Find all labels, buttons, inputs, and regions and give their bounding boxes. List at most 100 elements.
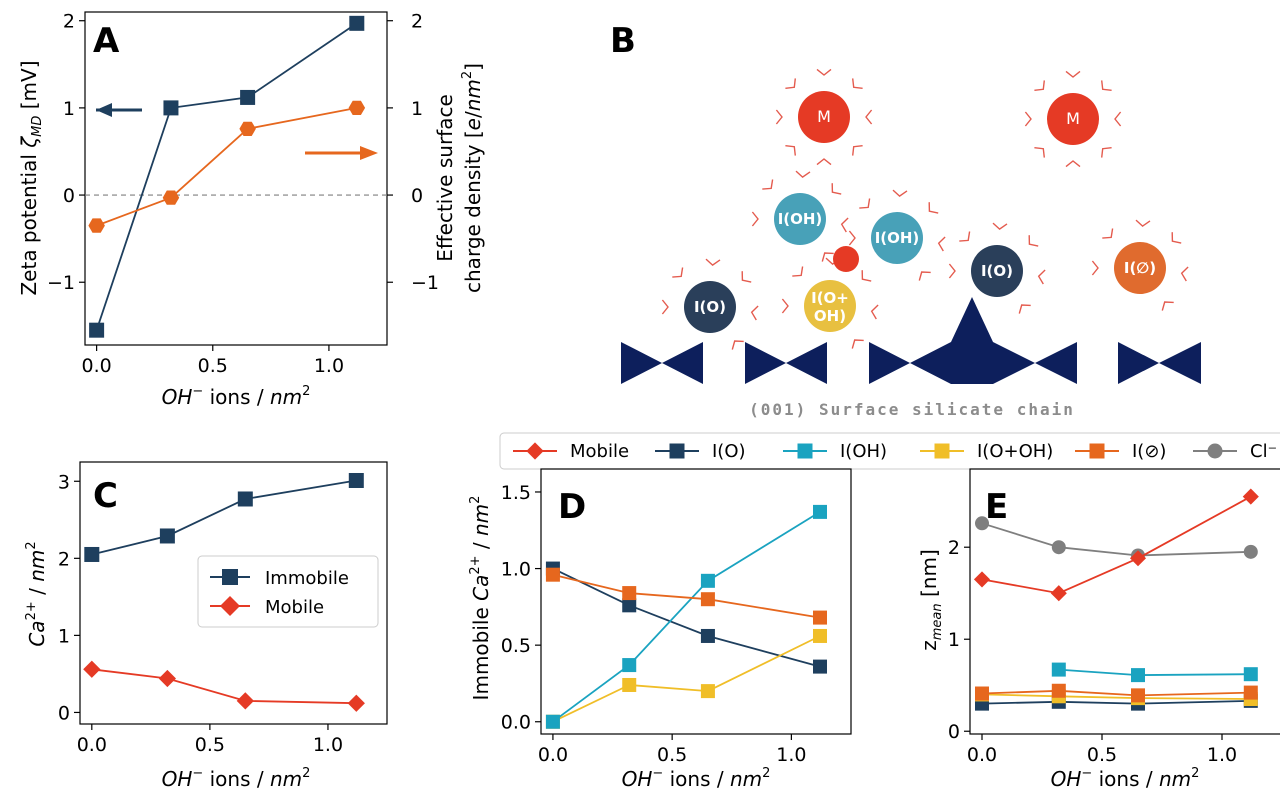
panel-d-series-3-point-1 [622, 586, 637, 601]
panel-a-left-arrow-head [96, 103, 112, 117]
panel-c-mobile-point-0 [83, 660, 101, 678]
panel-a-zeta-point-1 [163, 100, 179, 116]
top-legend-label-3: I(O+OH) [977, 441, 1053, 462]
water-ray-0-4 [775, 109, 783, 125]
panel-c-letter: C [93, 476, 118, 516]
water-ray-6-4 [870, 304, 879, 320]
panel-a-ytick-label-2: 1 [63, 98, 75, 120]
ion-label-7: I(∅) [1124, 259, 1156, 277]
panel-e-series-5-point-0 [975, 516, 989, 531]
panel-b: B (001) Surface silicate chain M M I(OH) I(… [610, 21, 1201, 419]
panel-a-charge-point-2 [239, 121, 256, 136]
panel-c-y-label: Ca2+ / nm2 [24, 541, 49, 646]
water-ray-7-2 [1135, 219, 1151, 227]
panel-e-series-0-point-2 [1129, 550, 1147, 567]
panel-d-series-3-point-3 [813, 610, 827, 625]
panel-e-series-2-point-0 [1051, 662, 1066, 677]
panel-d-series-2-point-3 [813, 628, 827, 643]
top-legend-marker-1 [669, 443, 685, 459]
ion-io-5 [971, 245, 1023, 297]
panel-d-ytick-label-1: 0.5 [501, 635, 531, 657]
panel-c-immobile-point-3 [348, 472, 364, 488]
panel-e-series-5-line [981, 522, 1251, 557]
ion-label-0: M [817, 107, 831, 126]
panel-d-x-ticks: 0.0 0.5 1.0 [538, 734, 806, 766]
panel-e-letter: E [985, 487, 1008, 527]
panel-e-series-2-point-2 [1243, 667, 1258, 682]
water-ray-3-1 [859, 198, 871, 209]
panel-b-ions: M M I(OH) I(OH) I(O) I(O) I(O+OH) I(∅) [684, 91, 1166, 333]
panel-a-xtick-label-2: 1.0 [314, 355, 344, 377]
panel-a-x-ticks: 0.0 0.5 1.0 [82, 345, 344, 377]
water-ray-2-2 [795, 170, 811, 178]
panel-e-series-0-point-1 [1050, 585, 1067, 602]
panel-e-x-ticks: 0.0 0.5 1.0 [967, 734, 1237, 766]
panel-a-y-label-right-1: Effective surface [433, 94, 457, 262]
legend-immobile-label: Immobile [265, 568, 349, 589]
water-ray-7-0 [1091, 260, 1099, 276]
water-ray-2-4 [840, 217, 849, 233]
panel-c-ytick-label-0: 0 [58, 702, 70, 724]
panel-e-series-5-point-3 [1243, 544, 1258, 559]
panel-c-immobile-point-0 [84, 546, 100, 562]
panel-e-series-0-point-0 [973, 571, 991, 588]
panel-a-xtick-label-1: 0.5 [198, 355, 228, 377]
water-ray-5-5 [1018, 304, 1031, 314]
top-legend-label-4: I(⊘) [1132, 441, 1166, 462]
silicate-chain-label: (001) Surface silicate chain [749, 400, 1075, 419]
panel-d-series-1-line [552, 511, 821, 723]
top-legend-label-2: I(OH) [840, 441, 887, 462]
water-ray-5-1 [959, 231, 971, 242]
panel-a-right-ytick-label-2: 1 [411, 98, 423, 120]
panel-a: A 0.0 0.5 1.0 −1 0 1 2 −1 0 1 2 OH− ions / nm2 Z… [17, 11, 485, 409]
panel-e-series-4-line [981, 689, 1251, 697]
panel-e-xtick-label-0: 0.0 [967, 744, 997, 766]
top-legend-label-1: I(O) [712, 441, 746, 462]
panel-a-y-ticks: −1 0 1 2 [47, 11, 85, 294]
water-ray-0-7 [852, 78, 863, 89]
panel-b-water-rays [661, 68, 1189, 350]
panel-e-series-2-point-1 [1131, 668, 1145, 683]
water-ray-1-1 [1101, 147, 1112, 158]
top-legend: Mobile I(O) I(OH) I(O+OH) I(⊘) Cl⁻ [499, 432, 1280, 470]
panel-c-ytick-label-2: 2 [58, 548, 70, 570]
legend-immobile-marker [222, 569, 238, 585]
panel-c-x-ticks: 0.0 0.5 1.0 [77, 724, 343, 756]
panel-a-letter: A [93, 21, 120, 61]
panel-a-right-arrow-head [360, 146, 378, 160]
water-ray-0-1 [852, 145, 863, 156]
water-ray-2-1 [762, 179, 774, 190]
top-legend-marker-0 [526, 442, 544, 460]
panel-a-right-ytick-label-1: 0 [411, 185, 423, 207]
panel-d-series-2-line [552, 635, 821, 723]
panel-e-series-3-line [981, 693, 1251, 700]
panel-a-frame [84, 11, 388, 346]
panel-c: C 0.0 0.5 1.0 0 1 2 3 Immobile Mobile OH− ion… [24, 461, 388, 791]
panel-e-xtick-label-2: 1.0 [1207, 744, 1237, 766]
panel-c-immobile-point-1 [159, 528, 175, 544]
water-ray-0-5 [785, 78, 796, 89]
panel-d-series-1-point-2 [700, 573, 715, 588]
panel-c-xtick-label-1: 0.5 [195, 734, 225, 756]
water-ray-7-3 [1171, 232, 1182, 244]
water-ray-1-3 [1034, 147, 1045, 158]
panel-d-series-1-point-0 [545, 714, 560, 729]
panel-a-charge-point-0 [88, 218, 105, 233]
panel-a-right-ytick-label-0: −1 [411, 272, 439, 294]
panel-d-series-0-line [552, 567, 821, 668]
panel-e: E 0.0 0.5 1.0 0 1 2 OH− ions / nm2 zmean [nm… [917, 468, 1280, 791]
panel-d-ytick-label-0: 0.0 [501, 712, 531, 734]
water-ray-5-3 [1028, 235, 1039, 247]
panel-c-immobile-point-2 [237, 491, 253, 507]
water-ray-4-5 [731, 340, 744, 350]
top-legend-label-0: Mobile [570, 441, 629, 462]
panel-a-ytick-label-3: 2 [63, 11, 75, 33]
water-ray-4-4 [750, 305, 759, 321]
panel-c-x-label: OH− ions / nm2 [162, 766, 311, 791]
panel-a-y-ticks-right: −1 0 1 2 [387, 11, 439, 294]
panel-d-xtick-label-0: 0.0 [538, 744, 568, 766]
ion-label-2: I(OH) [778, 210, 823, 228]
ion-mobile-0 [798, 91, 850, 143]
panel-e-xtick-label-1: 0.5 [1087, 744, 1117, 766]
panel-a-charge-point-3 [348, 100, 366, 115]
